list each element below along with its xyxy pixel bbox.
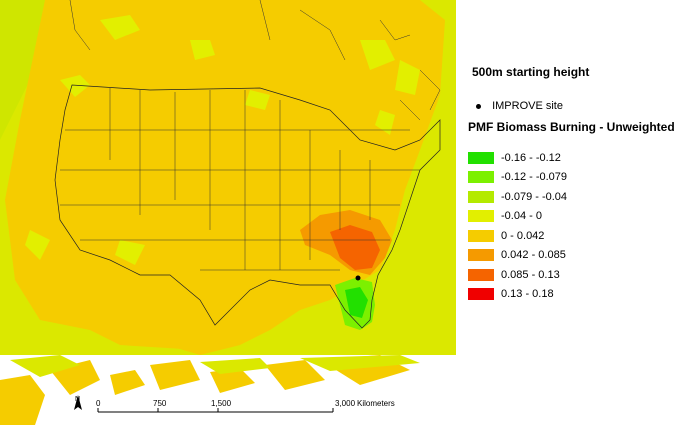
legend-label: 0.085 - 0.13 xyxy=(501,268,560,281)
legend-label: 0.13 - 0.18 xyxy=(501,288,554,301)
north-arrow: N xyxy=(74,395,82,410)
legend-title: PMF Biomass Burning - Unweighted xyxy=(468,120,675,134)
legend-swatch xyxy=(468,190,494,203)
state-boundaries xyxy=(60,88,420,271)
legend-item: -0.079 - -0.04 xyxy=(468,187,567,207)
raster-bottom-patches-green xyxy=(10,355,420,377)
hotspot-inner xyxy=(330,225,380,270)
north-arrow-label: N xyxy=(75,396,80,403)
legend-label: 0 - 0.042 xyxy=(501,229,545,242)
legend-item: 0.13 - 0.18 xyxy=(468,285,567,305)
map-subtitle: 500m starting height xyxy=(472,65,590,79)
country-outline xyxy=(54,84,441,329)
scale-tick-2: 1,500 xyxy=(211,399,232,408)
scale-tick-1: 750 xyxy=(153,399,167,408)
scale-unit: Kilometers xyxy=(357,399,395,408)
raster-bottom-patches xyxy=(0,355,410,425)
scale-tick-0: 0 xyxy=(96,399,101,408)
legend-item: -0.04 - 0 xyxy=(468,207,567,227)
raster-band-southwest xyxy=(70,265,250,350)
legend-swatch xyxy=(468,210,494,223)
site-legend-label: IMPROVE site xyxy=(492,100,563,112)
scale-tick-3: 3,000 xyxy=(335,399,356,408)
legend-list: -0.16 - -0.12 -0.12 - -0.079 -0.079 - -0.0… xyxy=(468,148,567,304)
legend-label: -0.079 - -0.04 xyxy=(501,190,568,203)
map-canvas: N 0 750 1,500 3,000 Kilometers xyxy=(0,0,456,427)
legend-item: 0.042 - 0.085 xyxy=(468,246,567,266)
legend-label: -0.12 - -0.079 xyxy=(501,171,568,184)
legend-swatch xyxy=(468,151,494,164)
negative-core xyxy=(345,287,368,318)
improve-site-marker xyxy=(355,275,361,281)
legend-panel: 500m starting height IMPROVE site PMF Bi… xyxy=(456,0,685,427)
legend-swatch xyxy=(468,171,494,184)
legend-item: 0 - 0.042 xyxy=(468,226,567,246)
legend-item: 0.085 - 0.13 xyxy=(468,265,567,285)
legend-swatch xyxy=(468,229,494,242)
legend-label: -0.16 - -0.12 xyxy=(501,151,561,164)
scale-bar: 0 750 1,500 3,000 Kilometers xyxy=(96,399,395,413)
legend-label: -0.04 - 0 xyxy=(501,210,542,223)
site-dot-icon xyxy=(476,103,481,109)
raster-patches xyxy=(25,15,420,265)
legend-label: 0.042 - 0.085 xyxy=(501,249,566,262)
raster-band-orange xyxy=(5,0,445,355)
site-legend-row: IMPROVE site xyxy=(476,100,563,112)
legend-swatch xyxy=(468,249,494,262)
canada-outlines xyxy=(69,0,441,121)
legend-swatch xyxy=(468,268,494,281)
legend-item: -0.12 - -0.079 xyxy=(468,168,567,188)
legend-item: -0.16 - -0.12 xyxy=(468,148,567,168)
legend-swatch xyxy=(468,288,494,301)
